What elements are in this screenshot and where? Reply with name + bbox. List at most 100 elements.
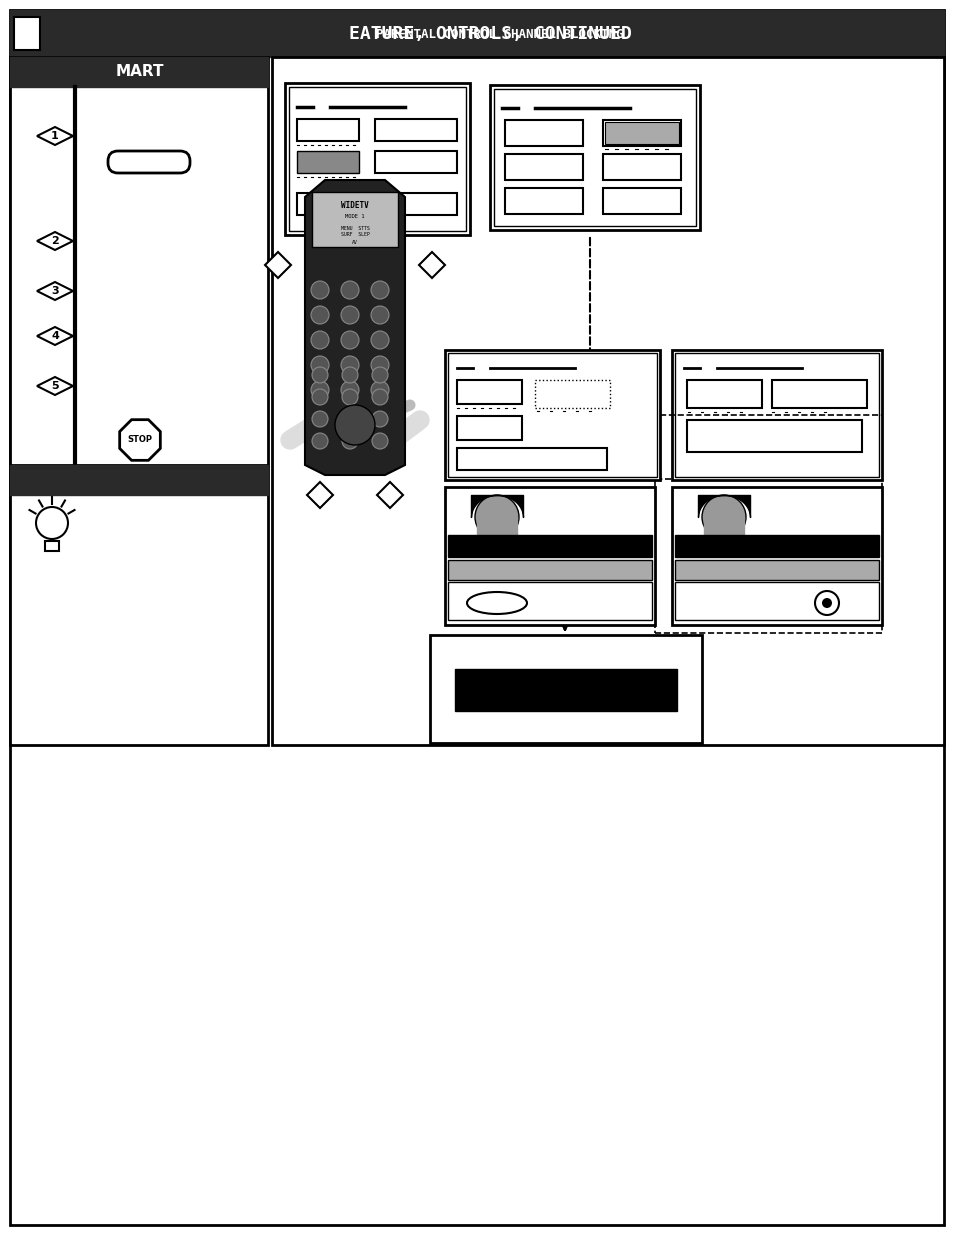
Bar <box>272 57 943 745</box>
Ellipse shape <box>467 592 526 614</box>
Bar <box>686 420 862 452</box>
Circle shape <box>311 282 329 299</box>
Bar <box>448 582 651 620</box>
Circle shape <box>475 495 518 538</box>
Bar <box>10 10 943 57</box>
Text: 5: 5 <box>51 382 59 391</box>
Bar <box>444 487 655 625</box>
Bar <box>296 193 456 215</box>
Text: 1: 1 <box>51 131 59 141</box>
Bar <box>45 541 59 551</box>
Bar <box>289 86 465 231</box>
Text: MODE 1: MODE 1 <box>345 215 364 220</box>
Circle shape <box>340 382 358 399</box>
Circle shape <box>371 306 389 324</box>
Bar <box>448 353 657 477</box>
Bar <box>675 559 878 580</box>
Bar <box>296 151 358 173</box>
Bar <box>602 188 680 214</box>
Circle shape <box>335 405 375 445</box>
Circle shape <box>372 433 388 450</box>
Text: MENU  STTS: MENU STTS <box>340 226 369 231</box>
Bar <box>456 380 521 404</box>
Circle shape <box>340 356 358 374</box>
Bar <box>448 535 651 557</box>
Bar <box>604 122 679 144</box>
Circle shape <box>312 367 328 383</box>
Circle shape <box>311 356 329 374</box>
Bar <box>285 83 470 235</box>
Bar <box>456 448 606 471</box>
Bar <box>504 154 582 180</box>
Circle shape <box>371 382 389 399</box>
Polygon shape <box>265 252 291 278</box>
Bar <box>675 353 878 477</box>
Bar <box>675 535 878 557</box>
Circle shape <box>701 495 745 538</box>
Circle shape <box>341 367 357 383</box>
Bar <box>296 119 358 141</box>
Bar <box>602 120 680 146</box>
Bar <box>10 57 268 466</box>
Polygon shape <box>37 327 73 345</box>
Bar <box>10 57 268 86</box>
Polygon shape <box>119 420 160 461</box>
Circle shape <box>371 282 389 299</box>
Bar <box>494 89 696 226</box>
Text: SURF  SLEP: SURF SLEP <box>340 232 369 237</box>
Circle shape <box>814 592 838 615</box>
Bar <box>312 191 397 247</box>
Text: 2: 2 <box>51 236 59 246</box>
Circle shape <box>312 411 328 427</box>
Polygon shape <box>37 127 73 144</box>
Bar <box>14 17 40 49</box>
Circle shape <box>311 382 329 399</box>
Text: WIDETV: WIDETV <box>341 200 369 210</box>
Bar <box>504 188 582 214</box>
Circle shape <box>371 356 389 374</box>
Circle shape <box>311 331 329 350</box>
Text: STOP: STOP <box>128 436 152 445</box>
Polygon shape <box>703 517 743 538</box>
Bar <box>10 467 268 745</box>
Bar <box>456 416 521 440</box>
Bar <box>490 85 700 230</box>
Circle shape <box>340 331 358 350</box>
Polygon shape <box>307 482 333 508</box>
Circle shape <box>312 433 328 450</box>
Circle shape <box>372 367 388 383</box>
Circle shape <box>340 306 358 324</box>
Wedge shape <box>390 285 659 515</box>
Bar <box>448 559 651 580</box>
Text: PARENTAL CONTROL CHANNEL BLOCKING: PARENTAL CONTROL CHANNEL BLOCKING <box>375 27 623 41</box>
Wedge shape <box>430 58 659 285</box>
Text: 4: 4 <box>51 331 59 341</box>
Polygon shape <box>37 232 73 249</box>
Circle shape <box>372 411 388 427</box>
Text: 3: 3 <box>51 287 59 296</box>
Bar <box>375 119 456 141</box>
Bar <box>455 669 677 711</box>
Bar <box>671 487 882 625</box>
Bar <box>602 154 680 180</box>
Bar <box>771 380 866 408</box>
Bar <box>444 350 659 480</box>
Bar <box>504 120 582 146</box>
Circle shape <box>372 389 388 405</box>
Bar <box>10 466 268 495</box>
Polygon shape <box>305 180 405 475</box>
Circle shape <box>371 331 389 350</box>
Circle shape <box>340 282 358 299</box>
Bar <box>535 380 609 408</box>
Circle shape <box>36 508 68 538</box>
Bar <box>686 380 761 408</box>
Text: AV: AV <box>352 240 357 245</box>
Bar <box>430 635 701 743</box>
Polygon shape <box>476 517 517 538</box>
Circle shape <box>341 389 357 405</box>
Bar <box>671 350 882 480</box>
Circle shape <box>341 433 357 450</box>
Bar <box>675 582 878 620</box>
Polygon shape <box>37 282 73 300</box>
Polygon shape <box>376 482 402 508</box>
